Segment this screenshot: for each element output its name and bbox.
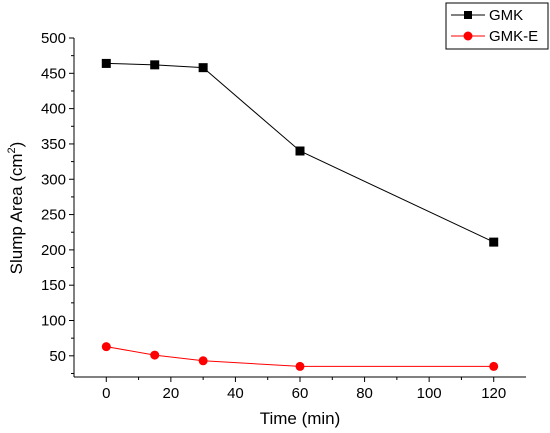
legend-box <box>445 2 549 50</box>
y-tick-label-350: 350 <box>41 136 66 153</box>
data-point-gmk-60 <box>295 146 305 156</box>
x-axis-title: Time (min) <box>260 409 341 428</box>
data-point-gmk-e-120 <box>489 361 499 371</box>
data-point-gmk-e-60 <box>295 361 305 371</box>
y-tick-label-400: 400 <box>41 101 66 118</box>
x-tick-label-40: 40 <box>227 385 244 402</box>
y-axis-title-main: Slump Area (cm <box>7 153 26 274</box>
x-tick-label-0: 0 <box>102 385 110 402</box>
y-axis-title-superscript: 2 <box>6 147 18 153</box>
x-tick-label-80: 80 <box>356 385 373 402</box>
legend-marker-gmk <box>464 11 472 19</box>
series-layer <box>101 58 499 371</box>
data-point-gmk-e-0 <box>101 342 111 352</box>
data-point-gmk-15 <box>150 60 160 70</box>
legend-label-gmk-e: GMK-E <box>489 28 538 45</box>
y-tick-label-250: 250 <box>41 207 66 224</box>
x-tick-label-100: 100 <box>417 385 442 402</box>
data-point-gmk-e-30 <box>198 356 208 366</box>
y-axis-title-close: ) <box>7 142 26 148</box>
y-tick-label-450: 450 <box>41 65 66 82</box>
y-tick-label-150: 150 <box>41 277 66 294</box>
y-tick-label-50: 50 <box>49 348 66 365</box>
y-tick-label-100: 100 <box>41 313 66 330</box>
plot-frame <box>73 38 526 378</box>
data-point-gmk-0 <box>101 58 111 68</box>
data-point-gmk-120 <box>489 237 499 247</box>
data-point-gmk-e-15 <box>150 350 160 360</box>
x-tick-label-60: 60 <box>292 385 309 402</box>
x-axis: 0 20 40 60 80 100 120 <box>102 377 506 402</box>
y-axis-title: Slump Area (cm2) <box>6 142 26 275</box>
legend: GMK GMK-E <box>445 2 549 50</box>
x-tick-label-120: 120 <box>481 385 506 402</box>
legend-marker-gmk-e <box>463 31 473 41</box>
legend-label-gmk: GMK <box>489 7 523 24</box>
y-tick-label-500: 500 <box>41 30 66 47</box>
data-point-gmk-30 <box>198 63 208 73</box>
y-tick-label-200: 200 <box>41 242 66 259</box>
y-axis: 50 100 150 200 250 300 350 400 450 500 <box>41 30 74 374</box>
y-tick-label-300: 300 <box>41 171 66 188</box>
x-tick-label-20: 20 <box>163 385 180 402</box>
